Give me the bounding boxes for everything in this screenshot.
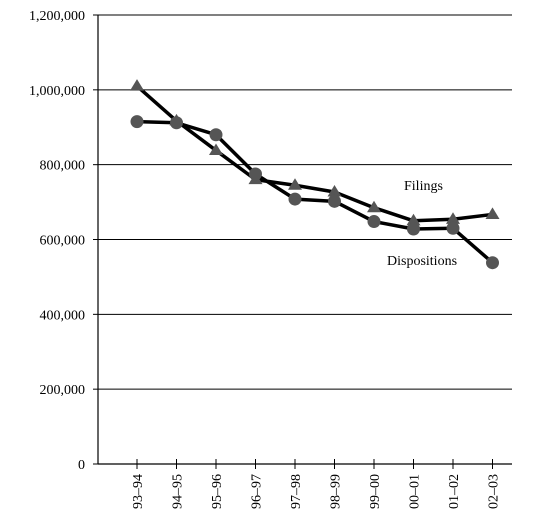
grid-lines	[98, 14, 512, 390]
data-point-dispositions	[486, 256, 499, 270]
data-point-dispositions	[249, 167, 262, 181]
x-tick-label: 96–97	[250, 474, 265, 509]
series-line-dispositions	[136, 119, 494, 265]
y-tick-label: 600,000	[40, 234, 86, 249]
y-tick-label: 1,200,000	[29, 9, 85, 24]
y-tick-label: 200,000	[40, 383, 86, 398]
x-tick-label: 01–02	[447, 474, 462, 509]
x-tick-label: 98–99	[329, 474, 344, 509]
data-point-dispositions	[446, 221, 460, 235]
data-point-dispositions	[209, 128, 223, 142]
y-tick-label: 800,000	[40, 159, 86, 174]
data-point-filings	[367, 200, 381, 213]
series-labels: Filings Dispositions	[387, 179, 457, 269]
data-point-filings	[209, 143, 223, 155]
x-tick-label: 00–01	[408, 474, 423, 509]
x-tick-label: 99–00	[368, 474, 383, 509]
y-tick-labels: 0 200,000 400,000 600,000 800,000 1,000,000 1,…	[29, 9, 85, 473]
data-point-dispositions	[130, 115, 144, 129]
axes	[93, 14, 512, 469]
data-point-filings	[288, 178, 302, 190]
data-point-dispositions	[407, 222, 420, 236]
series-label-filings: Filings	[404, 179, 443, 194]
data-point-dispositions	[328, 194, 341, 208]
x-tick-label: 94–95	[171, 474, 186, 509]
series-layer	[130, 79, 500, 270]
data-point-filings	[130, 79, 144, 91]
data-point-dispositions	[367, 215, 381, 229]
data-point-dispositions	[170, 116, 183, 130]
series-line-filings	[135, 84, 493, 223]
series-dispositions	[130, 115, 499, 270]
y-tick-label: 400,000	[40, 308, 86, 323]
x-tick-label: 93–94	[131, 474, 146, 509]
y-tick-label: 0	[78, 458, 85, 473]
data-point-filings	[446, 212, 460, 224]
data-point-filings	[327, 184, 342, 197]
y-tick-label: 1,000,000	[29, 84, 85, 99]
x-tick-labels: 93–94 94–95 95–96 96–97 97–98 98–99 99–00 00–01…	[131, 474, 502, 509]
x-tick-label: 97–98	[289, 474, 304, 509]
data-point-dispositions	[288, 192, 302, 206]
series-filings	[130, 79, 500, 226]
x-tick-label: 95–96	[210, 474, 225, 509]
x-tick-label: 02–03	[487, 474, 502, 509]
data-point-filings	[406, 213, 421, 226]
series-label-dispositions: Dispositions	[387, 254, 457, 269]
data-point-filings	[485, 207, 500, 219]
